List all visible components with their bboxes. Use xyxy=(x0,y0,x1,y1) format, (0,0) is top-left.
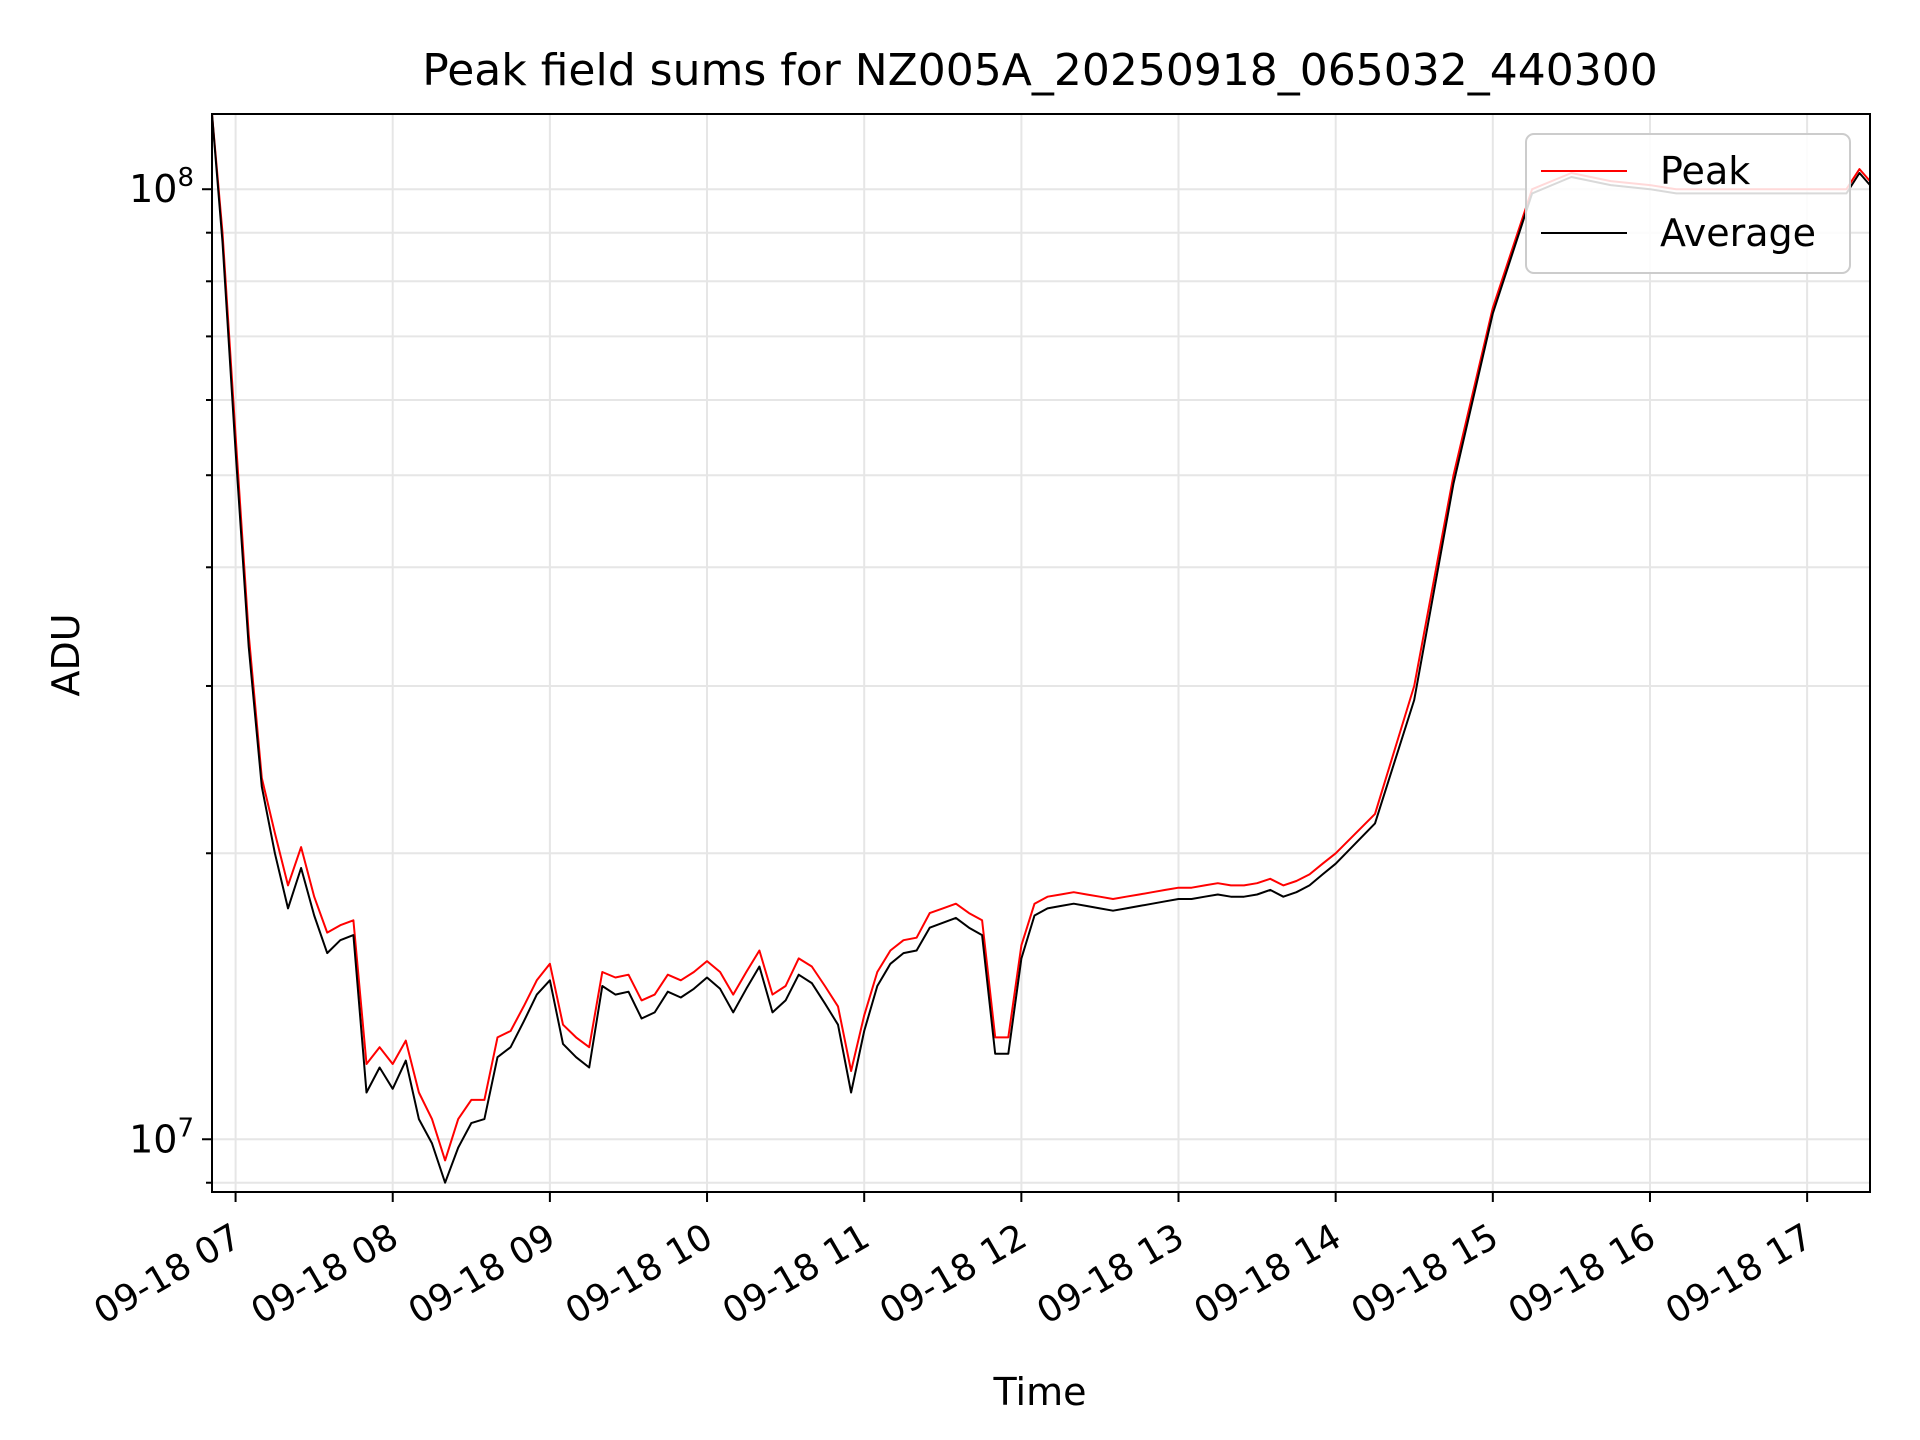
chart-title: Peak field sums for NZ005A_20250918_0650… xyxy=(422,45,1657,96)
y-tick-label: 107 xyxy=(129,1113,194,1161)
legend-label-peak: Peak xyxy=(1660,149,1750,193)
legend-box xyxy=(1525,133,1851,274)
y-tick-label: 108 xyxy=(129,163,194,211)
series-layer xyxy=(211,113,1871,1184)
x-axis-label: Time xyxy=(993,1370,1087,1414)
y-axis-label: ADU xyxy=(44,613,88,696)
y-axis-ticks: 107 108 xyxy=(129,163,212,1184)
series-line-peak xyxy=(211,113,1871,1162)
legend-label-average: Average xyxy=(1660,211,1816,255)
plot-frame xyxy=(211,113,1871,1193)
legend: Peak Average xyxy=(1525,133,1851,274)
minor-gridlines xyxy=(212,231,1870,1184)
plot-area xyxy=(212,114,1870,1192)
series-line-average xyxy=(211,113,1871,1184)
